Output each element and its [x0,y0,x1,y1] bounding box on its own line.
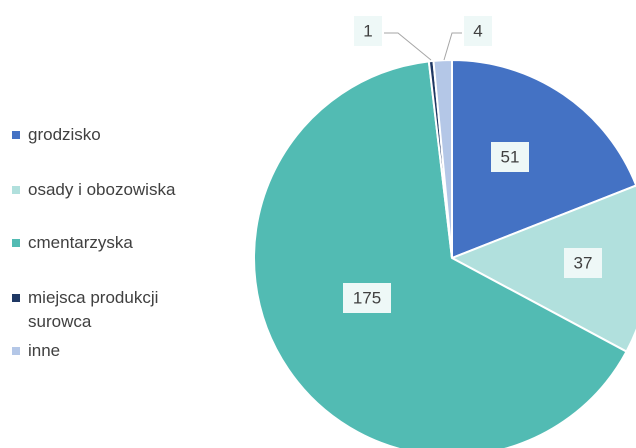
pie-slice [432,58,453,259]
data-label: 37 [574,253,593,272]
legend-swatch [12,186,20,194]
label-box [564,248,602,278]
pie-slice [449,184,636,353]
leader-line [384,32,432,61]
legend-item: cmentarzyska [12,231,212,255]
legend-swatch [12,294,20,302]
legend-label: osady i obozowiska [28,180,176,199]
label-box [354,16,382,46]
data-label: 51 [501,147,520,166]
legend-swatch [12,131,20,139]
legend-label: grodzisko [28,125,101,144]
label-box [464,16,492,46]
legend-label: cmentarzyska [28,233,133,252]
label-box [491,142,529,172]
data-label: 4 [473,21,482,40]
legend-swatch [12,239,20,247]
legend-label: miejsca produkcji surowca [28,288,159,331]
legend-item: osady i obozowiska [12,178,212,202]
pie-slice [253,60,628,448]
data-label: 1 [363,21,372,40]
data-label: 175 [353,288,381,307]
legend-swatch [12,347,20,355]
legend-item: miejsca produkcji surowca [12,286,212,334]
legend-item: inne [12,339,212,363]
pie-slice [451,58,636,260]
leader-line [443,32,462,61]
label-box [343,283,391,313]
legend-item: grodzisko [12,123,212,147]
legend-label: inne [28,341,61,360]
